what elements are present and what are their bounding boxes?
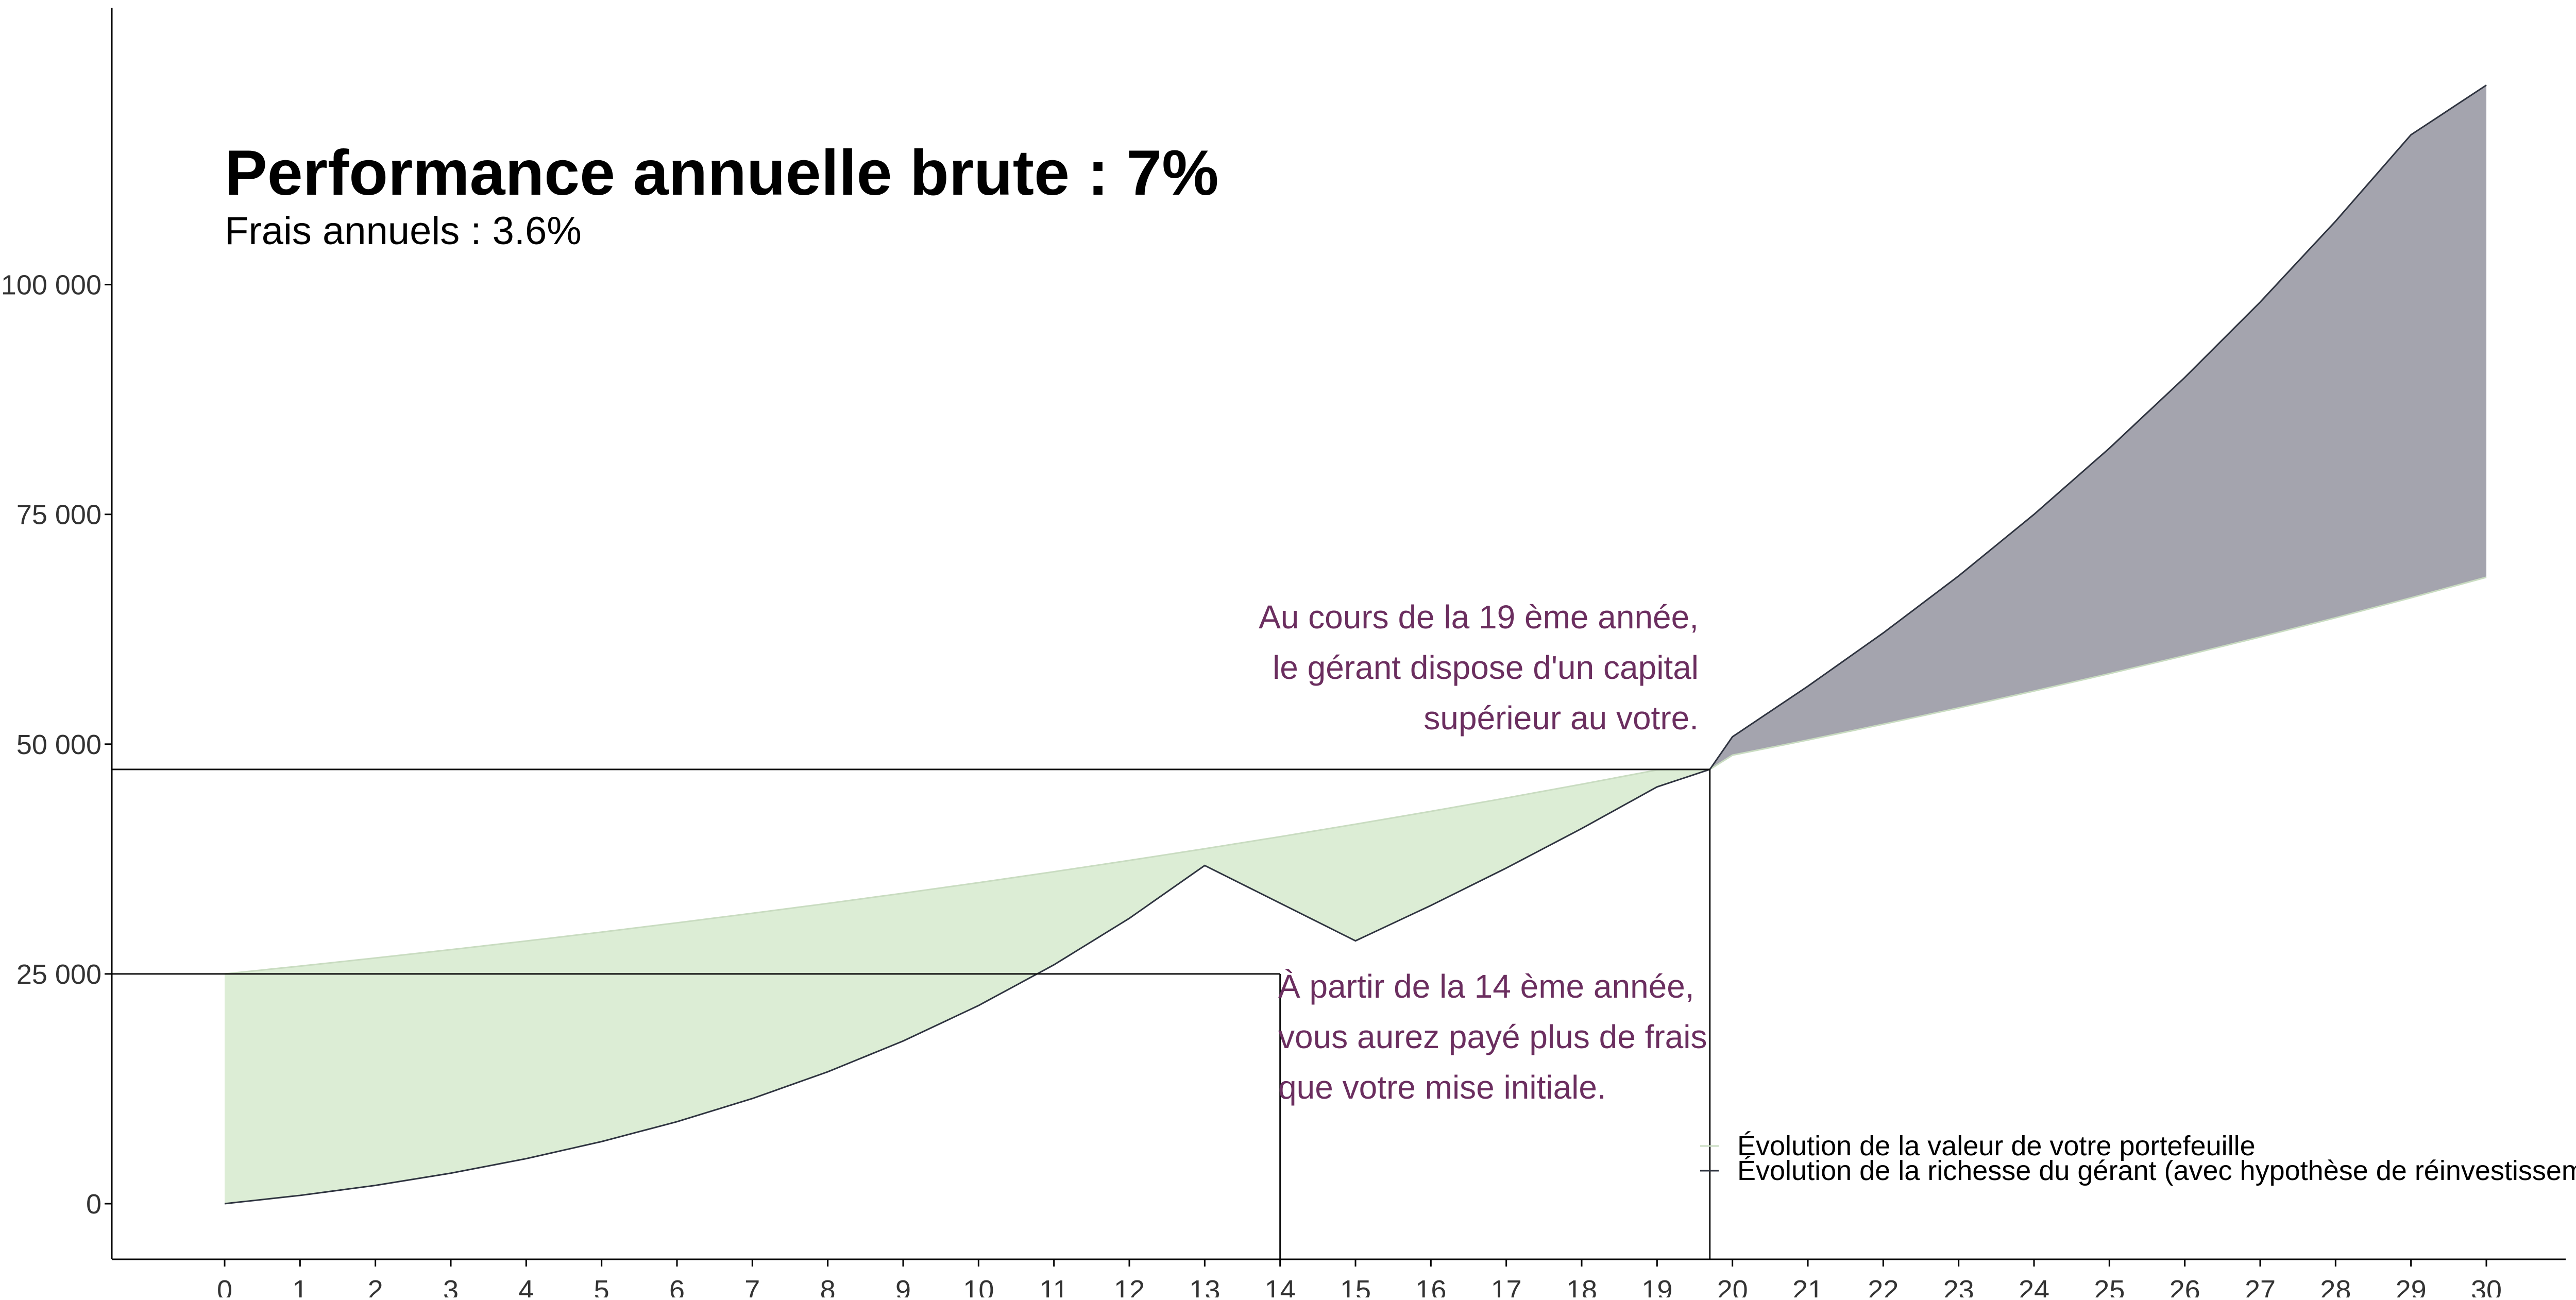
x-tick-label: 17 bbox=[1491, 1275, 1522, 1297]
chart-areas bbox=[225, 85, 2486, 1204]
x-axis-ticks: 0 1 2 3 4 5 6 7 8 9 10 11 12 13 14 15 16 17 18 19 20 21 22 23 24… bbox=[217, 1259, 2502, 1300]
annotation-19-line-3: supérieur au votre. bbox=[1423, 699, 1699, 737]
x-tick-label: 23 bbox=[1943, 1275, 1974, 1297]
x-tick-label: 3 bbox=[443, 1275, 459, 1297]
chart-reference-lines bbox=[112, 768, 1711, 1259]
x-tick-label: 16 bbox=[1415, 1275, 1446, 1297]
annotation-14-line-3: que votre mise initiale. bbox=[1278, 1069, 1606, 1106]
chart-title: Performance annuelle brute : 7% bbox=[225, 138, 1218, 209]
x-tick-label: 19 bbox=[1641, 1275, 1672, 1297]
area-manager-advantage bbox=[1709, 85, 2486, 769]
x-tick-label: 20 bbox=[1717, 1275, 1748, 1297]
y-tick-label: 0 bbox=[86, 1189, 101, 1220]
x-tick-label: 4 bbox=[518, 1275, 534, 1297]
series-line-manager bbox=[224, 84, 2487, 1205]
x-tick-label: 22 bbox=[1868, 1275, 1899, 1297]
x-tick-label: 24 bbox=[2019, 1275, 2049, 1297]
x-tick-label: 1 bbox=[292, 1275, 308, 1297]
x-tick-label: 6 bbox=[669, 1275, 685, 1297]
x-tick-label: 8 bbox=[820, 1275, 836, 1297]
x-tick-label: 30 bbox=[2471, 1275, 2502, 1297]
chart-subtitle: Frais annuels : 3.6% bbox=[225, 209, 582, 253]
x-tick-label: 12 bbox=[1114, 1275, 1145, 1297]
x-tick-label: 18 bbox=[1566, 1275, 1597, 1297]
chart-legend: Évolution de la valeur de votre portefeu… bbox=[1700, 1131, 2576, 1186]
chart-axes bbox=[111, 8, 2566, 1260]
series-line-portfolio bbox=[224, 576, 2487, 975]
x-tick-label: 27 bbox=[2245, 1275, 2276, 1297]
y-tick-label: 25 000 bbox=[16, 959, 101, 990]
annotation-14-line-1: À partir de la 14 ème année, bbox=[1278, 968, 1694, 1005]
x-tick-label: 10 bbox=[963, 1275, 994, 1297]
x-tick-label: 5 bbox=[594, 1275, 609, 1297]
chart-series-lines bbox=[224, 84, 2487, 1205]
annotation-14-line-2: vous aurez payé plus de frais bbox=[1278, 1018, 1707, 1055]
x-tick-label: 9 bbox=[895, 1275, 911, 1297]
x-tick-label: 2 bbox=[368, 1275, 383, 1297]
x-tick-label: 29 bbox=[2396, 1275, 2427, 1297]
legend-label-manager: Évolution de la richesse du gérant (avec… bbox=[1737, 1155, 2576, 1186]
y-tick-label: 50 000 bbox=[16, 729, 101, 760]
x-tick-label: 26 bbox=[2170, 1275, 2200, 1297]
x-tick-label: 11 bbox=[1040, 1275, 1069, 1297]
x-tick-label: 0 bbox=[217, 1275, 232, 1297]
x-tick-label: 21 bbox=[1792, 1275, 1823, 1297]
x-tick-label: 25 bbox=[2094, 1275, 2125, 1297]
annotation-19-line-2: le gérant dispose d'un capital bbox=[1273, 649, 1699, 686]
chart-annotations: Au cours de la 19 ème année, le gérant d… bbox=[1259, 598, 1707, 1106]
x-tick-label: 13 bbox=[1189, 1275, 1220, 1297]
y-tick-label: 100 000 bbox=[1, 270, 101, 301]
annotation-19-line-1: Au cours de la 19 ème année, bbox=[1259, 598, 1699, 636]
x-tick-label: 28 bbox=[2320, 1275, 2351, 1297]
legend-label-portfolio: Évolution de la valeur de votre portefeu… bbox=[1737, 1131, 2256, 1161]
y-axis-ticks: 0 25 000 50 000 75 000 100 000 bbox=[1, 270, 112, 1220]
y-tick-label: 75 000 bbox=[16, 500, 101, 531]
x-tick-label: 15 bbox=[1340, 1275, 1371, 1297]
area-client-advantage bbox=[225, 769, 1710, 1204]
x-tick-label: 7 bbox=[744, 1275, 760, 1297]
x-tick-label: 14 bbox=[1265, 1275, 1296, 1297]
